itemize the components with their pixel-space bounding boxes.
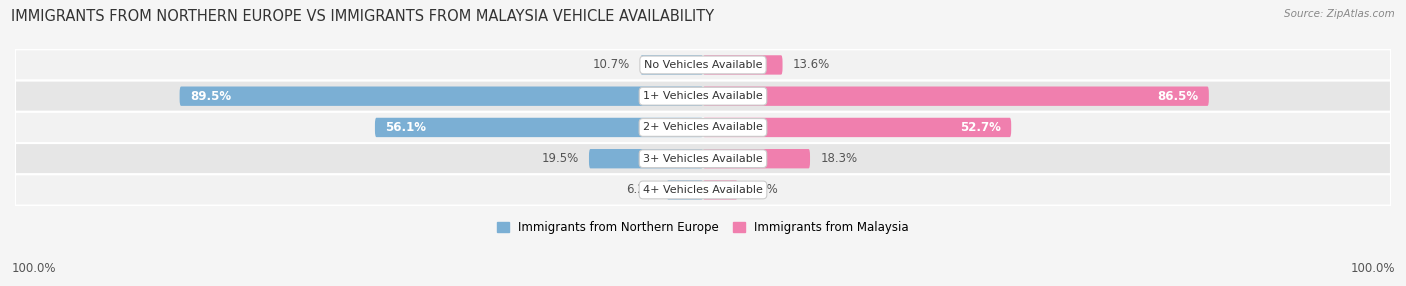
Text: 2+ Vehicles Available: 2+ Vehicles Available [643, 122, 763, 132]
Text: 18.3%: 18.3% [820, 152, 858, 165]
FancyBboxPatch shape [703, 118, 1011, 137]
Text: 100.0%: 100.0% [11, 262, 56, 275]
Text: 13.6%: 13.6% [793, 58, 830, 72]
Text: 4+ Vehicles Available: 4+ Vehicles Available [643, 185, 763, 195]
Text: No Vehicles Available: No Vehicles Available [644, 60, 762, 70]
FancyBboxPatch shape [15, 49, 1391, 81]
Text: IMMIGRANTS FROM NORTHERN EUROPE VS IMMIGRANTS FROM MALAYSIA VEHICLE AVAILABILITY: IMMIGRANTS FROM NORTHERN EUROPE VS IMMIG… [11, 9, 714, 23]
FancyBboxPatch shape [15, 81, 1391, 112]
Legend: Immigrants from Northern Europe, Immigrants from Malaysia: Immigrants from Northern Europe, Immigra… [496, 221, 910, 234]
FancyBboxPatch shape [15, 143, 1391, 174]
FancyBboxPatch shape [375, 118, 703, 137]
Text: Source: ZipAtlas.com: Source: ZipAtlas.com [1284, 9, 1395, 19]
Text: 19.5%: 19.5% [541, 152, 579, 165]
FancyBboxPatch shape [589, 149, 703, 168]
Text: 6.2%: 6.2% [627, 183, 657, 196]
FancyBboxPatch shape [666, 180, 703, 200]
FancyBboxPatch shape [180, 86, 703, 106]
FancyBboxPatch shape [703, 180, 738, 200]
Text: 3+ Vehicles Available: 3+ Vehicles Available [643, 154, 763, 164]
FancyBboxPatch shape [640, 55, 703, 75]
FancyBboxPatch shape [15, 174, 1391, 206]
FancyBboxPatch shape [15, 112, 1391, 143]
Text: 1+ Vehicles Available: 1+ Vehicles Available [643, 91, 763, 101]
Text: 10.7%: 10.7% [593, 58, 630, 72]
Text: 100.0%: 100.0% [1350, 262, 1395, 275]
Text: 89.5%: 89.5% [190, 90, 231, 103]
FancyBboxPatch shape [703, 55, 783, 75]
FancyBboxPatch shape [703, 86, 1209, 106]
Text: 5.9%: 5.9% [748, 183, 778, 196]
Text: 86.5%: 86.5% [1157, 90, 1198, 103]
Text: 56.1%: 56.1% [385, 121, 426, 134]
FancyBboxPatch shape [703, 149, 810, 168]
Text: 52.7%: 52.7% [960, 121, 1001, 134]
